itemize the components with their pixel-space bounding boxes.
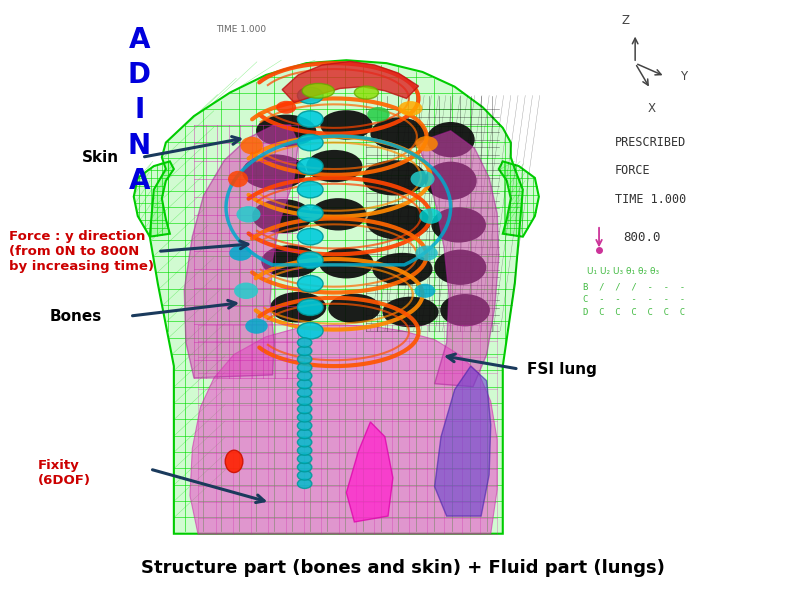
Text: FORCE: FORCE bbox=[615, 164, 650, 177]
Text: D: D bbox=[128, 61, 151, 89]
Ellipse shape bbox=[297, 371, 312, 381]
Polygon shape bbox=[134, 161, 174, 236]
Ellipse shape bbox=[297, 363, 312, 372]
Ellipse shape bbox=[431, 207, 486, 242]
Ellipse shape bbox=[310, 198, 366, 230]
Ellipse shape bbox=[241, 137, 263, 154]
Ellipse shape bbox=[297, 346, 312, 356]
Ellipse shape bbox=[320, 110, 373, 139]
Polygon shape bbox=[190, 325, 497, 534]
Ellipse shape bbox=[297, 229, 323, 245]
Ellipse shape bbox=[262, 245, 319, 278]
Ellipse shape bbox=[319, 248, 374, 278]
Text: A: A bbox=[129, 167, 150, 195]
Text: U₁ U₂ U₃ θ₁ θ₂ θ₃: U₁ U₂ U₃ θ₁ θ₂ θ₃ bbox=[587, 268, 659, 277]
Ellipse shape bbox=[297, 134, 323, 151]
Text: D  C  C  C  C  C  C: D C C C C C C bbox=[583, 308, 685, 317]
Ellipse shape bbox=[415, 136, 438, 151]
Ellipse shape bbox=[297, 299, 323, 316]
Ellipse shape bbox=[225, 450, 243, 473]
Ellipse shape bbox=[415, 284, 436, 298]
Ellipse shape bbox=[297, 462, 312, 472]
Ellipse shape bbox=[297, 404, 312, 414]
Ellipse shape bbox=[297, 181, 323, 198]
Text: Fixity
(6DOF): Fixity (6DOF) bbox=[38, 459, 90, 487]
Ellipse shape bbox=[252, 199, 312, 233]
Ellipse shape bbox=[297, 205, 323, 222]
Ellipse shape bbox=[297, 437, 312, 447]
Ellipse shape bbox=[297, 379, 312, 389]
Ellipse shape bbox=[297, 479, 312, 488]
Ellipse shape bbox=[297, 338, 312, 348]
Text: X: X bbox=[648, 102, 656, 115]
Ellipse shape bbox=[297, 252, 323, 268]
Polygon shape bbox=[150, 60, 522, 534]
Ellipse shape bbox=[373, 253, 432, 285]
Text: Structure part (bones and skin) + Fluid part (lungs): Structure part (bones and skin) + Fluid … bbox=[141, 558, 664, 577]
Polygon shape bbox=[346, 422, 393, 522]
Ellipse shape bbox=[366, 204, 431, 239]
Text: Y: Y bbox=[679, 70, 687, 83]
Text: Skin: Skin bbox=[81, 150, 118, 165]
Polygon shape bbox=[417, 131, 499, 387]
Ellipse shape bbox=[237, 206, 261, 223]
Ellipse shape bbox=[297, 158, 323, 174]
Ellipse shape bbox=[440, 294, 490, 326]
Ellipse shape bbox=[256, 115, 316, 147]
Ellipse shape bbox=[415, 245, 438, 261]
Text: C  -  -  -  -  -  -: C - - - - - - bbox=[583, 295, 685, 304]
Ellipse shape bbox=[367, 107, 390, 122]
Text: Z: Z bbox=[621, 14, 630, 27]
Ellipse shape bbox=[297, 323, 323, 339]
Ellipse shape bbox=[297, 470, 312, 480]
Ellipse shape bbox=[242, 154, 306, 190]
Ellipse shape bbox=[297, 275, 323, 292]
Text: FSI lung: FSI lung bbox=[526, 362, 597, 376]
Polygon shape bbox=[283, 61, 419, 103]
Ellipse shape bbox=[297, 87, 323, 104]
Ellipse shape bbox=[427, 122, 475, 157]
Ellipse shape bbox=[328, 294, 381, 323]
Text: TIME 1.000: TIME 1.000 bbox=[217, 25, 266, 34]
Text: Force : y direction
(from 0N to 800N
by increasing time): Force : y direction (from 0N to 800N by … bbox=[10, 230, 155, 273]
Ellipse shape bbox=[297, 396, 312, 405]
Text: Bones: Bones bbox=[50, 309, 101, 324]
Ellipse shape bbox=[297, 111, 323, 127]
Polygon shape bbox=[435, 366, 491, 516]
Ellipse shape bbox=[297, 429, 312, 439]
Ellipse shape bbox=[382, 297, 439, 327]
Text: PRESCRIBED: PRESCRIBED bbox=[615, 136, 687, 149]
Text: A: A bbox=[129, 25, 150, 54]
Text: I: I bbox=[134, 96, 144, 124]
Polygon shape bbox=[499, 161, 539, 236]
Ellipse shape bbox=[297, 388, 312, 397]
Ellipse shape bbox=[434, 249, 486, 285]
Ellipse shape bbox=[419, 209, 442, 224]
Ellipse shape bbox=[229, 245, 252, 261]
Ellipse shape bbox=[297, 413, 312, 422]
Polygon shape bbox=[184, 125, 298, 378]
Ellipse shape bbox=[234, 282, 258, 299]
Text: TIME 1.000: TIME 1.000 bbox=[615, 193, 687, 206]
Ellipse shape bbox=[270, 292, 326, 323]
Ellipse shape bbox=[354, 86, 378, 99]
Ellipse shape bbox=[424, 162, 477, 200]
Text: B  /  /  /  -  -  -: B / / / - - - bbox=[583, 282, 685, 291]
Ellipse shape bbox=[306, 150, 362, 182]
Ellipse shape bbox=[370, 118, 427, 150]
Text: 800.0: 800.0 bbox=[623, 230, 661, 243]
Ellipse shape bbox=[297, 454, 312, 463]
Ellipse shape bbox=[297, 421, 312, 430]
Ellipse shape bbox=[302, 83, 334, 98]
Ellipse shape bbox=[276, 101, 296, 113]
Ellipse shape bbox=[246, 319, 268, 334]
Ellipse shape bbox=[297, 446, 312, 455]
Ellipse shape bbox=[362, 160, 427, 196]
Ellipse shape bbox=[228, 171, 248, 187]
Ellipse shape bbox=[411, 171, 435, 187]
Ellipse shape bbox=[297, 355, 312, 364]
Ellipse shape bbox=[398, 101, 423, 116]
Text: N: N bbox=[128, 132, 151, 160]
